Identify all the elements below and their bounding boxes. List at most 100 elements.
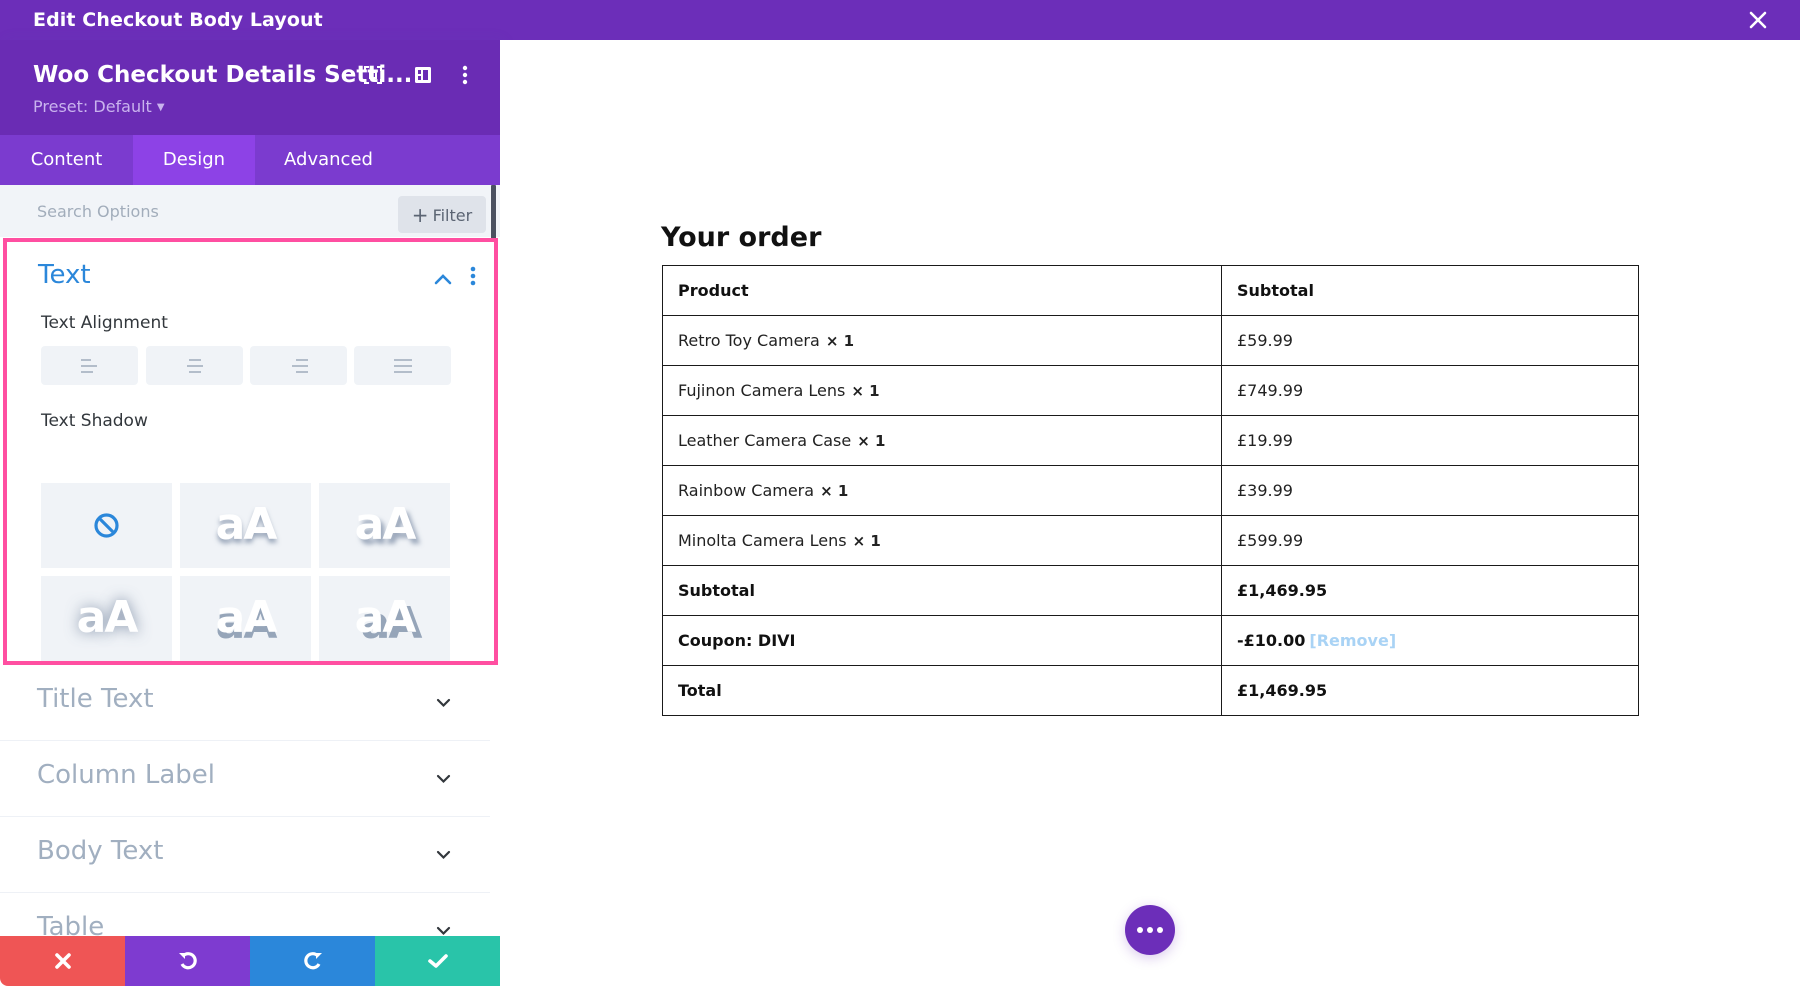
table-row: Minolta Camera Lens × 1 £599.99: [662, 515, 1639, 566]
filter-label: Filter: [432, 206, 473, 225]
product-cell: Rainbow Camera × 1: [662, 465, 1222, 516]
text-group-title[interactable]: Text: [38, 260, 91, 290]
align-right-button[interactable]: [250, 346, 347, 385]
coupon-label: Coupon: DIVI: [662, 615, 1222, 666]
close-icon[interactable]: [1746, 8, 1770, 32]
product-cell: Leather Camera Case × 1: [662, 415, 1222, 466]
total-value: £1,469.95: [1221, 665, 1639, 716]
subtotal-label: Subtotal: [662, 565, 1222, 616]
product-name: Fujinon Camera Lens: [678, 381, 846, 400]
panel-tabs: Content Design Advanced: [0, 135, 500, 185]
align-right-icon: [290, 358, 308, 373]
page-preview-canvas: Your order Product Subtotal Retro Toy Ca…: [500, 40, 1800, 986]
tab-design[interactable]: Design: [133, 135, 255, 185]
kebab-menu-icon[interactable]: [470, 266, 476, 286]
shadow-none-button[interactable]: [41, 483, 172, 568]
shadow-preview-3: aA: [76, 592, 139, 643]
shadow-preset-4-button[interactable]: aA: [180, 576, 311, 661]
save-button[interactable]: [375, 936, 500, 986]
window-title-bar: Edit Checkout Body Layout: [0, 0, 1800, 40]
window-title: Edit Checkout Body Layout: [33, 9, 323, 31]
kebab-menu-icon[interactable]: [454, 64, 476, 86]
product-qty: × 1: [857, 432, 886, 450]
subtotal-row: Subtotal £1,469.95: [662, 565, 1639, 616]
tab-advanced[interactable]: Advanced: [284, 149, 373, 170]
product-name: Leather Camera Case: [678, 431, 852, 450]
shadow-preview-2: aA: [354, 499, 417, 550]
price-cell: £19.99: [1221, 415, 1639, 466]
discard-button[interactable]: [0, 936, 125, 986]
product-cell: Minolta Camera Lens × 1: [662, 515, 1222, 566]
panel-footer: [0, 936, 500, 986]
text-alignment-label: Text Alignment: [41, 313, 168, 333]
product-qty: × 1: [820, 482, 849, 500]
price-cell: £749.99: [1221, 365, 1639, 416]
shadow-preset-2-button[interactable]: aA: [319, 483, 450, 568]
total-label: Total: [662, 665, 1222, 716]
shadow-preset-5-button[interactable]: aA: [319, 576, 450, 661]
search-input[interactable]: [37, 198, 377, 224]
tab-content[interactable]: Content: [30, 149, 103, 170]
order-table: Product Subtotal Retro Toy Camera × 1 £59…: [662, 265, 1639, 716]
table-row: Fujinon Camera Lens × 1 £749.99: [662, 365, 1639, 416]
order-heading: Your order: [661, 222, 822, 253]
section-body-text[interactable]: Body Text: [0, 817, 490, 893]
undo-icon: [178, 952, 197, 970]
section-label: Column Label: [37, 760, 215, 790]
panel-header: Woo Checkout Details Setti... Preset: De…: [0, 40, 500, 135]
search-row: +Filter: [0, 185, 500, 237]
align-justify-icon: [393, 358, 412, 373]
table-header-row: Product Subtotal: [662, 265, 1639, 316]
coupon-row: Coupon: DIVI -£10.00 [Remove]: [662, 615, 1639, 666]
align-center-button[interactable]: [146, 346, 243, 385]
table-row: Retro Toy Camera × 1 £59.99: [662, 315, 1639, 366]
settings-panel: Woo Checkout Details Setti... Preset: De…: [0, 40, 500, 986]
text-shadow-label: Text Shadow: [41, 411, 148, 431]
filter-button[interactable]: + Filter: [398, 196, 486, 233]
product-name: Minolta Camera Lens: [678, 531, 847, 550]
total-row: Total £1,469.95: [662, 665, 1639, 716]
more-dots-icon: [1137, 927, 1143, 933]
split-view-icon[interactable]: [412, 64, 434, 86]
focus-icon[interactable]: [362, 64, 384, 86]
remove-coupon-link[interactable]: [Remove]: [1309, 631, 1397, 650]
no-shadow-icon: [94, 513, 119, 538]
chevron-down-icon: [436, 774, 451, 784]
align-left-button[interactable]: [41, 346, 138, 385]
column-header-subtotal: Subtotal: [1221, 265, 1639, 316]
preset-label: Preset: Default: [33, 97, 152, 116]
preset-dropdown[interactable]: Preset: Default ▼: [33, 97, 165, 116]
shadow-preset-3-button[interactable]: aA: [41, 576, 172, 661]
align-center-icon: [186, 358, 204, 373]
check-icon: [427, 954, 448, 968]
shadow-preview-4: aA: [215, 592, 278, 643]
coupon-value: -£10.00: [1237, 631, 1306, 650]
caret-down-icon: ▼: [156, 102, 165, 113]
text-settings-group: Text Text Alignment Text: [3, 238, 498, 665]
section-label: Title Text: [37, 684, 154, 714]
price-cell: £39.99: [1221, 465, 1639, 516]
chevron-down-icon: [436, 698, 451, 708]
section-label: Body Text: [37, 836, 164, 866]
module-title: Woo Checkout Details Setti...: [33, 62, 413, 88]
chevron-down-icon: [436, 926, 451, 936]
shadow-preview-1: aA: [215, 499, 278, 550]
table-row: Leather Camera Case × 1 £19.99: [662, 415, 1639, 466]
product-qty: × 1: [825, 332, 855, 350]
shadow-preset-1-button[interactable]: aA: [180, 483, 311, 568]
product-qty: × 1: [851, 382, 880, 400]
column-header-product: Product: [662, 265, 1222, 316]
align-justify-button[interactable]: [354, 346, 451, 385]
product-name: Rainbow Camera: [678, 481, 815, 500]
redo-button[interactable]: [250, 936, 375, 986]
chevron-up-icon[interactable]: [434, 270, 452, 285]
section-title-text[interactable]: Title Text: [0, 665, 490, 741]
subtotal-value: £1,469.95: [1221, 565, 1639, 616]
redo-icon: [303, 952, 322, 970]
page-settings-button[interactable]: [1125, 905, 1175, 955]
section-column-label[interactable]: Column Label: [0, 741, 490, 817]
product-cell: Retro Toy Camera × 1: [662, 315, 1222, 366]
more-dots-icon: [1147, 927, 1153, 933]
shadow-preview-5: aA: [354, 592, 417, 643]
undo-button[interactable]: [125, 936, 250, 986]
